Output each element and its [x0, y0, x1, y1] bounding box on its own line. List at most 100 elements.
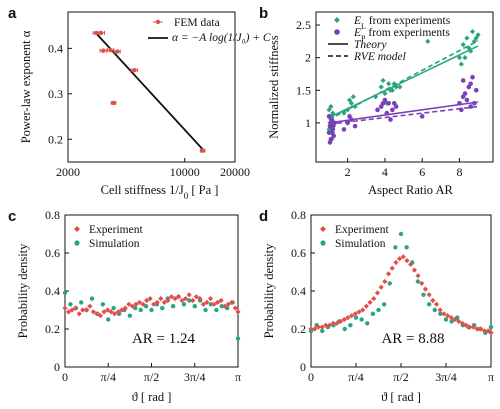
panel-d-experiment-point — [312, 326, 318, 332]
panel-d-simulation-point — [359, 317, 364, 322]
panel-b-xtick-label: 8 — [456, 165, 462, 179]
panel-c-experiment-point — [165, 297, 171, 304]
panel-c-simulation-point — [127, 313, 133, 318]
panel-a-xtick-label: 20000 — [220, 165, 250, 179]
panel-d-experiment-point — [363, 303, 369, 309]
panel-d-experiment-point — [374, 290, 381, 296]
panel-b-el-point — [330, 110, 336, 116]
panel-c-experiment-point — [179, 297, 185, 304]
panel-c-simulation-point — [106, 317, 111, 322]
panel-b-ep-point — [457, 101, 462, 106]
panel-b-el-point — [387, 87, 394, 93]
panel-b-ep-point — [468, 81, 473, 87]
panel-d-experiment-point — [488, 330, 494, 336]
panel-d-simulation-point — [370, 311, 376, 316]
panel-d-experiment-point — [452, 316, 458, 323]
panel-d-experiment-point — [404, 258, 410, 264]
panel-a-data-point — [111, 100, 116, 106]
panel-d-simulation-point — [426, 302, 432, 307]
panel-d-experiment-point — [411, 267, 417, 273]
panel-d-experiment-point — [378, 284, 384, 290]
panel-d-experiment-point — [422, 286, 429, 292]
panel-c-experiment-point — [104, 307, 111, 313]
panel-b-el-point — [456, 55, 463, 61]
panel-c-simulation-point — [79, 300, 84, 305]
panel-b-ep-point — [459, 107, 464, 113]
panel-c-simulation-point — [138, 307, 143, 313]
panel-b-ep-point — [390, 107, 395, 113]
panel-d-ytick-label: 0 — [300, 360, 306, 374]
panel-c-legend-label: Experiment — [89, 224, 143, 236]
panel-c-experiment-point — [101, 309, 107, 315]
panel-a-xtick-label: 2000 — [56, 165, 80, 179]
panel-c-experiment-point — [168, 294, 175, 300]
panel-c-simulation-point — [143, 304, 149, 309]
panel-d-ytick-label: 0.4 — [291, 284, 306, 298]
panel-d-xtick-label: π — [488, 370, 494, 384]
panel-d-simulation-point — [421, 292, 426, 297]
panel-c-experiment-point — [65, 309, 72, 315]
panel-c-experiment-point — [211, 301, 217, 307]
panel-d-experiment-point — [426, 292, 432, 298]
panel-d-ytick-label: 0.8 — [291, 208, 306, 222]
panel-d-legend-label: Experiment — [335, 224, 389, 236]
panel-b-el-point — [382, 90, 388, 97]
panel-c-experiment-point — [172, 296, 178, 302]
panel-d-experiment-point — [474, 326, 480, 332]
panel-d-experiment-point — [397, 256, 403, 262]
panel-a-legend-label: α = −A log(1/J₀) + C — [172, 32, 271, 44]
panel-b-ep-point — [472, 101, 477, 106]
panel-b-ep-point — [388, 117, 393, 122]
panel-c-experiment-point — [158, 296, 164, 302]
panel-c-experiment-point — [222, 303, 228, 309]
panel-d-xtick-label: 0 — [308, 370, 314, 384]
panel-d-experiment-point — [456, 318, 462, 324]
panel-c-experiment-point — [73, 305, 79, 311]
panel-b-xtick-label: 2 — [345, 165, 351, 179]
panel-d-panel-letter: d — [259, 208, 268, 225]
panel-b-ytick-label: 1 — [305, 116, 311, 130]
panel-c-simulation-point — [214, 307, 219, 313]
panel-b-ep-point — [327, 140, 333, 145]
panel-d-xtick-label: π/2 — [393, 370, 408, 384]
panel-d-simulation-point — [404, 245, 409, 250]
panel-a-ytick-label: 0.4 — [48, 41, 63, 55]
panel-c-experiment-point — [200, 301, 206, 307]
panel-c-experiment-point — [69, 307, 75, 313]
panel-d-experiment-point — [356, 309, 362, 315]
panel-b-ep-point — [345, 120, 350, 126]
panel-b-el-point — [346, 97, 353, 103]
panel-b-ep-point — [329, 130, 335, 135]
panel-c-simulation-point — [89, 296, 95, 301]
panel-c-experiment-point — [62, 305, 68, 311]
panel-d-experiment-point — [323, 322, 329, 328]
panel-c-simulation-point — [187, 298, 192, 303]
panel-b-ep-point — [375, 107, 380, 113]
panel-b-el-point — [380, 77, 386, 84]
panel-c-experiment-point — [225, 301, 231, 307]
panel-d-experiment-point — [341, 316, 347, 323]
panel-d-simulation-point — [353, 315, 359, 320]
panel-c-xtick-label: π/2 — [144, 370, 159, 384]
panel-b-ep-point — [462, 91, 468, 96]
panel-d-experiment-point — [459, 320, 465, 326]
panel-d-experiment-point — [367, 299, 373, 305]
panel-c-experiment-point — [214, 299, 221, 305]
panel-b-ytick-label: 1.5 — [296, 83, 311, 97]
panel-b-ep-point — [380, 101, 386, 106]
panel-d-experiment-point — [337, 318, 344, 324]
panel-a-plot-frame — [67, 11, 236, 163]
panel-b-el-point — [350, 94, 356, 100]
panel-c-simulation-point — [160, 305, 165, 311]
panel-d-simulation-point — [432, 307, 437, 313]
panel-c-xtick-label: π/4 — [101, 370, 116, 384]
panel-c-ytick-label: 0.4 — [45, 284, 60, 298]
panel-c-experiment-point — [87, 303, 93, 309]
panel-b-ep-point — [384, 110, 390, 116]
panel-d-simulation-point — [381, 302, 387, 307]
panel-d-experiment-point — [349, 313, 355, 319]
panel-b-el-point — [458, 61, 464, 67]
panel-c-legend-label: Simulation — [89, 238, 140, 250]
panel-c-experiment-point — [80, 307, 86, 313]
